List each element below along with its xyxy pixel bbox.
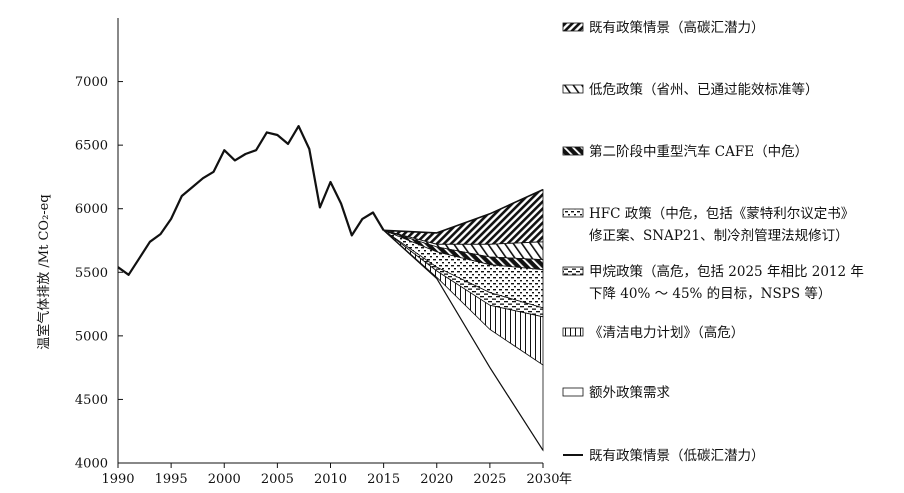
y-tick-label: 6500 <box>75 139 108 154</box>
x-tick-label: 2005 <box>261 472 294 487</box>
x-tick-label: 2020 <box>420 472 453 487</box>
legend-swatch <box>562 266 584 276</box>
legend-swatch <box>562 208 584 218</box>
y-tick-label: 4500 <box>75 393 108 408</box>
legend-label: 第二阶段中重型汽车 CAFE（中危） <box>589 143 808 160</box>
y-tick-label: 5500 <box>75 266 108 281</box>
x-tick-label: 1990 <box>101 472 134 487</box>
x-tick-label: 2000 <box>208 472 241 487</box>
y-tick-label: 6000 <box>75 202 108 217</box>
legend-swatch <box>562 146 584 156</box>
x-tick-label: 2025 <box>473 472 506 487</box>
legend-label-line2: 下降 40% ～ 45% 的目标，NSPS 等） <box>589 285 831 302</box>
x-unit-label: 年 <box>559 472 572 487</box>
x-tick-label: 2015 <box>367 472 400 487</box>
x-tick-label: 2010 <box>314 472 347 487</box>
legend-label: 额外政策需求 <box>589 384 670 401</box>
legend-swatch <box>562 387 584 397</box>
high-sink-scenario-line <box>383 188 544 234</box>
y-axis-label: 温室气体排放 /Mt CO₂-eq <box>36 194 52 349</box>
x-tick-label: 1995 <box>155 472 188 487</box>
legend-label: 既有政策情景（高碳汇潜力） <box>589 19 765 36</box>
projection-band-1 <box>383 188 544 245</box>
y-tick-label: 4000 <box>75 457 108 472</box>
y-tick-label: 7000 <box>75 75 108 90</box>
legend-label: 甲烷政策（高危，包括 2025 年相比 2012 年 <box>589 263 864 280</box>
historical-emissions-line <box>117 125 385 276</box>
axes: 4000 4500 5000 5500 6000 6500 7000 1990 1995 2000… <box>75 18 572 487</box>
series-lines <box>117 125 544 451</box>
legend-label: 《清洁电力计划》（高危） <box>589 324 744 341</box>
x-tick-label: 2030 <box>526 472 559 487</box>
legend: 既有政策情景（高碳汇潜力） 低危政策（省州、已通过能效标准等） 第二阶段中重型汽车 … <box>562 19 864 464</box>
legend-swatch <box>562 327 584 337</box>
legend-label-line2: 修正案、SNAP21、制冷剂管理法规修订） <box>589 227 849 244</box>
y-tick-label: 5000 <box>75 329 108 344</box>
projection-areas <box>383 188 544 452</box>
legend-label: 既有政策情景（低碳汇潜力） <box>589 447 765 464</box>
legend-swatch <box>562 22 584 32</box>
low-sink-scenario-line <box>383 229 544 451</box>
legend-label: 低危政策（省州、已通过能效标准等） <box>589 81 819 98</box>
legend-label: HFC 政策（中危，包括《蒙特利尔议定书》 <box>589 205 854 222</box>
legend-swatch <box>562 84 584 94</box>
